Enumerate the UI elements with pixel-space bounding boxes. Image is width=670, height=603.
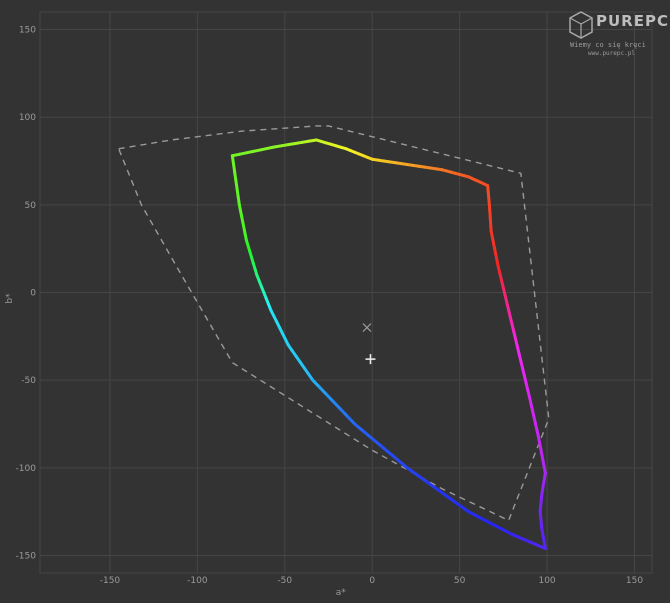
x-tick-label: 50: [454, 576, 466, 586]
y-tick-label: 0: [30, 289, 36, 299]
y-tick-label: -100: [16, 464, 37, 474]
gamut-segment: [332, 400, 343, 411]
logo-name: PUREPC: [596, 12, 669, 30]
gamut-segment: [446, 495, 460, 506]
gamut-segment: [318, 385, 329, 397]
gamut-segment: [311, 378, 322, 389]
x-tick-label: -50: [277, 576, 292, 586]
gamut-segment: [388, 451, 400, 463]
x-tick-label: -100: [187, 576, 208, 586]
x-axis-label: a*: [336, 588, 347, 598]
x-tick-label: -150: [100, 576, 121, 586]
reference-series-line: [118, 125, 550, 522]
y-tick-label: -50: [21, 376, 36, 386]
x-tick-label: 0: [369, 576, 375, 586]
purepc-logo: PUREPC Wiemy co się kręci www.purepc.pl: [568, 8, 668, 60]
y-tick-label: 50: [25, 201, 37, 211]
gamut-segment: [325, 393, 336, 404]
x-tick-label: 100: [538, 576, 555, 586]
gamut-segment: [370, 437, 383, 448]
gamut-segment: [339, 407, 350, 419]
gamut-segment: [436, 488, 450, 499]
x-tick-label: 150: [626, 576, 643, 586]
measured-gamut-outline: [230, 138, 547, 550]
gamut-segment: [426, 480, 440, 492]
gamut-segment: [396, 459, 409, 470]
measured-white-point-plus-marker: [365, 354, 376, 365]
y-tick-label: -150: [16, 551, 37, 561]
grid: [39, 11, 653, 574]
target-white-point-x-marker: [362, 323, 372, 332]
y-tick-label: 100: [19, 113, 36, 123]
gamut-segment: [415, 473, 430, 484]
gamut-segment: [361, 429, 374, 441]
gamut-segment: [346, 415, 357, 426]
white-point-markers: [362, 323, 376, 365]
y-axis-label: b*: [5, 293, 15, 304]
gamut-segment: [456, 502, 470, 514]
gamut-segment: [405, 466, 419, 477]
logo-tagline: Wiemy co się kręci: [570, 41, 646, 49]
axis-labels: -150 -100 -50 0 50 100 150 150 100 50 0 -50 -100 -150…: [5, 26, 643, 598]
gamut-segment: [379, 444, 392, 455]
y-tick-label: 150: [19, 26, 36, 36]
cube-icon: [569, 11, 593, 39]
logo-url: www.purepc.pl: [588, 50, 635, 57]
gamut-segment: [353, 422, 365, 433]
reference-gamut-dashed: [118, 125, 550, 522]
